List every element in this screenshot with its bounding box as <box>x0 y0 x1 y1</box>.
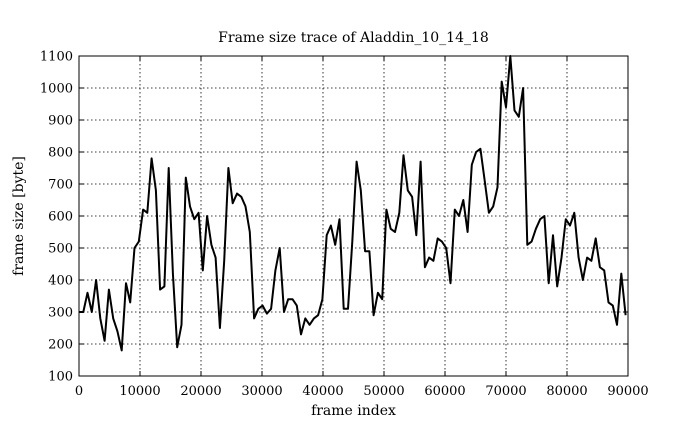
y-tick-label: 1000 <box>40 82 73 97</box>
x-tick-label: 0 <box>75 384 83 399</box>
x-tick-label: 70000 <box>485 384 526 399</box>
x-tick-label: 60000 <box>424 384 465 399</box>
y-tick-label: 700 <box>48 178 73 193</box>
x-axis-label: frame index <box>311 403 396 419</box>
x-tick-label: 10000 <box>119 384 160 399</box>
plot-frame <box>78 55 629 377</box>
series-line <box>79 55 627 352</box>
grid-lines <box>79 56 628 376</box>
y-tick-label: 800 <box>48 146 73 161</box>
y-tick-label: 500 <box>48 242 73 257</box>
y-tick-label: 900 <box>48 114 73 129</box>
y-tick-label: 100 <box>48 370 73 385</box>
x-tick-label: 80000 <box>546 384 587 399</box>
tick-labels: 0 10000 20000 30000 40000 50000 60000 70000 8000… <box>40 50 649 400</box>
y-axis-label: frame size [byte] <box>11 156 27 276</box>
x-tick-label: 20000 <box>180 384 221 399</box>
x-tick-label: 50000 <box>363 384 404 399</box>
x-tick-label: 30000 <box>241 384 282 399</box>
chart-title: Frame size trace of Aladdin_10_14_18 <box>218 30 489 46</box>
x-tick-label: 90000 <box>607 384 648 399</box>
y-tick-label: 400 <box>48 274 73 289</box>
x-tick-label: 40000 <box>302 384 343 399</box>
y-tick-label: 600 <box>48 210 73 225</box>
axis-ticks <box>78 55 629 377</box>
y-tick-label: 1100 <box>40 50 73 65</box>
y-tick-label: 300 <box>48 306 73 321</box>
y-tick-label: 200 <box>48 338 73 353</box>
